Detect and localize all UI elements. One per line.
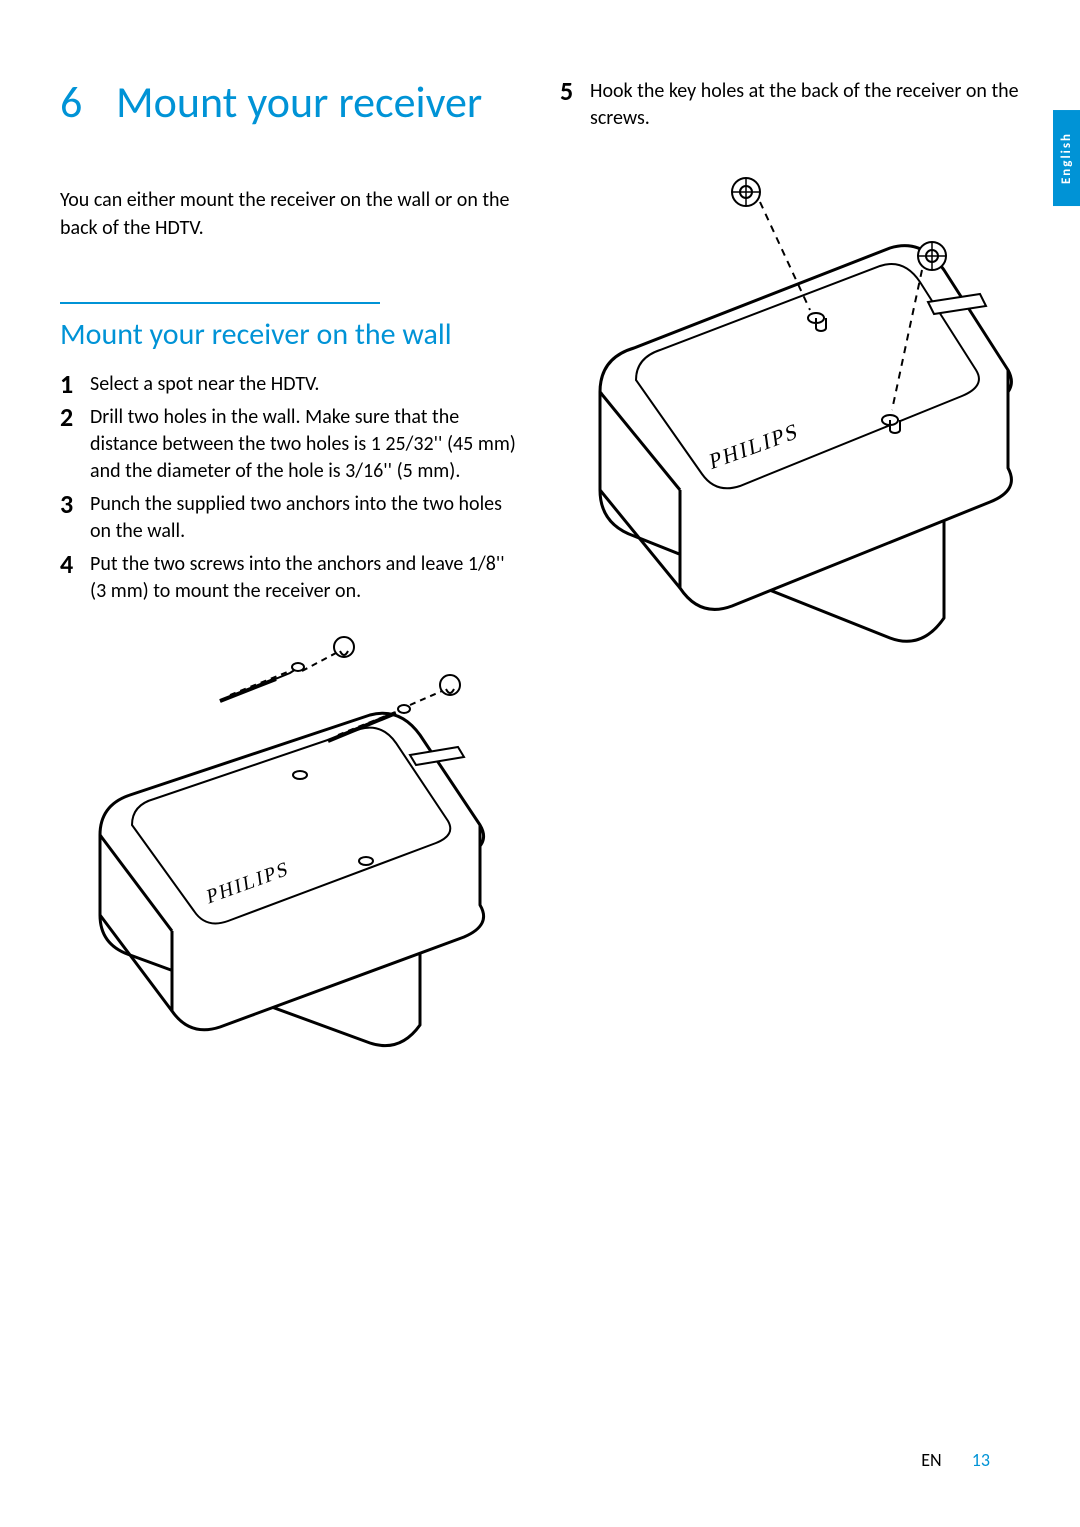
step-3: 3 Punch the supplied two anchors into th… — [60, 491, 520, 545]
step-5: 5 Hook the key holes at the back of the … — [560, 78, 1020, 132]
illustration-screws-anchors: PHILIPS — [60, 625, 520, 1090]
chapter-heading: 6 Mount your receiver — [60, 78, 520, 126]
step-number: 3 — [60, 491, 90, 518]
footer-lang: EN — [921, 1449, 941, 1471]
footer-page-number: 13 — [972, 1449, 990, 1471]
chapter-number: 6 — [60, 78, 116, 126]
intro-paragraph: You can either mount the receiver on the… — [60, 186, 520, 242]
step-number: 5 — [560, 78, 590, 105]
step-text: Punch the supplied two anchors into the … — [90, 491, 520, 545]
page-footer: EN 13 — [921, 1449, 990, 1471]
section-rule — [60, 302, 380, 304]
step-2: 2 Drill two holes in the wall. Make sure… — [60, 404, 520, 485]
step-number: 2 — [60, 404, 90, 431]
step-text: Hook the key holes at the back of the re… — [590, 78, 1020, 132]
right-column: 5 Hook the key holes at the back of the … — [560, 78, 1020, 1388]
step-number: 1 — [60, 371, 90, 398]
step-4: 4 Put the two screws into the anchors an… — [60, 551, 520, 605]
step-number: 4 — [60, 551, 90, 578]
step-1: 1 Select a spot near the HDTV. — [60, 371, 520, 398]
step-text: Drill two holes in the wall. Make sure t… — [90, 404, 520, 485]
language-tab: English — [1053, 110, 1080, 206]
illustration-hook-on-screws: PHILIPS — [560, 152, 1020, 717]
step-text: Select a spot near the HDTV. — [90, 371, 319, 398]
chapter-title: Mount your receiver — [116, 78, 482, 126]
section-heading: Mount your receiver on the wall — [60, 318, 520, 353]
step-text: Put the two screws into the anchors and … — [90, 551, 520, 605]
left-column: 6 Mount your receiver You can either mou… — [60, 78, 520, 1388]
